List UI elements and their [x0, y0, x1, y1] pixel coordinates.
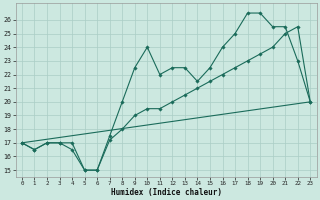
- X-axis label: Humidex (Indice chaleur): Humidex (Indice chaleur): [111, 188, 221, 197]
